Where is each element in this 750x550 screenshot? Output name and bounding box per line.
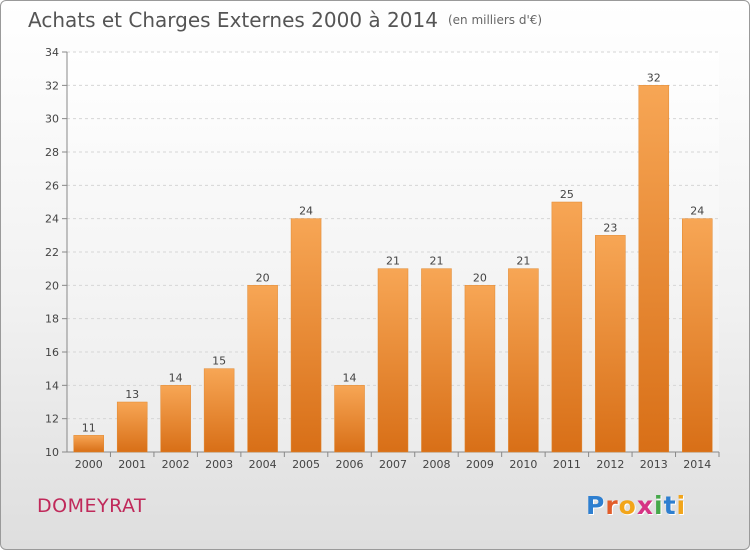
y-tick-label: 10 (45, 446, 59, 459)
x-tick-label-2003: 2003 (205, 458, 233, 471)
x-tick-label-2011: 2011 (553, 458, 581, 471)
x-tick-label-2014: 2014 (683, 458, 711, 471)
chart-subtitle: (en milliers d'€) (447, 13, 543, 27)
value-label-2001: 13 (125, 388, 139, 401)
chart-title: Achats et Charges Externes 2000 à 2014 (e… (28, 8, 542, 32)
bar-2007 (377, 268, 409, 453)
x-tick-label-2010: 2010 (509, 458, 537, 471)
x-tick-label-2008: 2008 (422, 458, 450, 471)
chart-title-text: Achats et Charges Externes 2000 à 2014 (28, 8, 438, 32)
logo-letter: i (676, 491, 687, 520)
logo-letter: o (618, 491, 637, 520)
value-label-2012: 23 (603, 221, 617, 234)
commune-name: DOMEYRAT (37, 495, 147, 517)
y-tick-label: 28 (45, 146, 59, 159)
bar-2005 (290, 218, 322, 453)
x-tick-label-2009: 2009 (466, 458, 494, 471)
y-tick-label: 18 (45, 313, 59, 326)
y-tick-label: 34 (45, 46, 59, 59)
value-label-2005: 24 (299, 205, 313, 218)
x-tick-label-2013: 2013 (640, 458, 668, 471)
x-tick-label-2005: 2005 (292, 458, 320, 471)
value-label-2003: 15 (212, 355, 226, 368)
value-label-2006: 14 (343, 371, 357, 384)
bar-2014 (682, 218, 713, 453)
logo-letter: i (654, 491, 664, 520)
logo-letter: x (636, 491, 654, 520)
y-tick-label: 24 (45, 213, 59, 226)
value-label-2004: 20 (256, 271, 270, 284)
bar-2010 (508, 268, 539, 453)
value-label-2014: 24 (690, 205, 704, 218)
x-tick-label-2004: 2004 (249, 458, 277, 471)
value-label-2002: 14 (169, 371, 183, 384)
bar-2012 (595, 235, 626, 453)
bar-2008 (421, 268, 452, 453)
x-tick-label-2006: 2006 (336, 458, 364, 471)
y-tick-label: 30 (45, 113, 59, 126)
bar-2003 (203, 368, 235, 453)
value-label-2008: 21 (429, 255, 443, 268)
axes: 10 12 14 16 18 20 22 24 26 28 30 32 34 2000 2001 2002 20… (45, 46, 720, 471)
y-tick-label: 32 (45, 79, 59, 92)
bar-2009 (464, 285, 496, 453)
bar-2013 (638, 85, 670, 453)
bar-2006 (334, 385, 365, 453)
x-tick-label-2012: 2012 (596, 458, 624, 471)
value-label-2009: 20 (473, 271, 487, 284)
logo-letter: t (663, 491, 677, 520)
value-label-2007: 21 (386, 255, 400, 268)
value-label-2000: 11 (82, 421, 96, 434)
y-tick-label: 22 (45, 246, 59, 259)
bar-2011 (551, 201, 583, 453)
logo-letter: P (586, 491, 606, 520)
value-labels: 11 13 14 15 20 24 14 21 21 20 21 25 23 32 24 (82, 71, 705, 434)
bar-2001 (116, 401, 148, 453)
proxiti-logo: Proxiti (586, 491, 686, 520)
x-tick-label-2002: 2002 (162, 458, 190, 471)
value-label-2011: 25 (560, 188, 574, 201)
bar-2002 (160, 385, 191, 453)
x-tick-label-2000: 2000 (75, 458, 103, 471)
x-tick-label-2001: 2001 (118, 458, 146, 471)
value-label-2010: 21 (516, 255, 530, 268)
bar-2004 (247, 285, 278, 453)
y-tick-label: 26 (45, 179, 59, 192)
logo-letter: r (605, 491, 619, 520)
x-tick-label-2007: 2007 (379, 458, 407, 471)
bars (73, 85, 713, 453)
y-tick-label: 14 (45, 379, 59, 392)
value-label-2013: 32 (647, 71, 661, 84)
y-tick-label: 20 (45, 279, 59, 292)
bar-2000 (73, 435, 104, 453)
y-tick-label: 12 (45, 413, 59, 426)
y-tick-label: 16 (45, 346, 59, 359)
